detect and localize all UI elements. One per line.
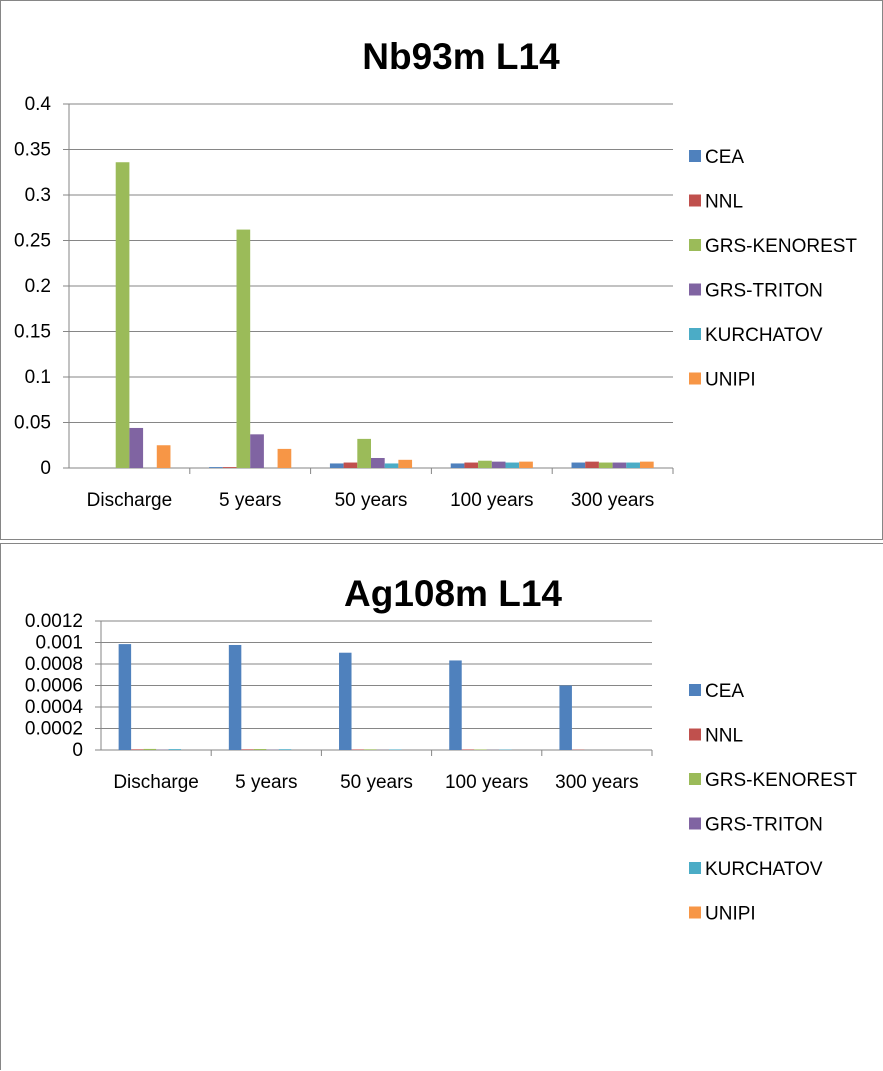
legend-swatch: [689, 907, 701, 919]
legend-swatch: [689, 862, 701, 874]
chart-ag108m-svg: Ag108m L1400.00020.00040.00060.00080.001…: [1, 544, 883, 1071]
bar-cea: [339, 653, 351, 750]
bar-grs-kenorest: [237, 230, 251, 468]
legend-swatch: [689, 195, 701, 207]
y-tick-label: 0.05: [14, 413, 51, 434]
x-tick-label: 100 years: [450, 490, 533, 511]
legend-swatch: [689, 773, 701, 785]
y-tick-label: 0.0012: [25, 611, 83, 632]
bar-cea: [330, 463, 344, 468]
x-tick-label: 5 years: [219, 490, 281, 511]
y-tick-label: 0.1: [25, 367, 51, 388]
legend-label: UNIPI: [705, 370, 756, 391]
x-tick-label: 50 years: [340, 772, 413, 793]
bar-nnl: [464, 463, 478, 468]
bar-grs-triton: [492, 462, 506, 468]
y-tick-label: 0.001: [35, 633, 83, 654]
legend-label: UNIPI: [705, 904, 756, 925]
x-tick-label: Discharge: [113, 772, 199, 793]
bar-kurchatov: [385, 463, 399, 468]
legend-label: NNL: [705, 192, 743, 213]
chart-title: Ag108m L14: [344, 573, 562, 614]
bar-grs-kenorest: [364, 749, 376, 750]
legend-label: GRS-TRITON: [705, 281, 823, 302]
bar-grs-kenorest: [474, 749, 486, 750]
bar-grs-kenorest: [144, 749, 156, 750]
bar-grs-triton: [129, 428, 143, 468]
bar-grs-kenorest: [357, 439, 371, 468]
legend-label: CEA: [705, 681, 744, 702]
y-tick-label: 0.0004: [25, 697, 84, 718]
bar-grs-kenorest: [478, 461, 492, 468]
bar-cea: [229, 645, 241, 750]
x-tick-label: 5 years: [235, 772, 297, 793]
bar-grs-triton: [613, 463, 627, 468]
y-tick-label: 0: [72, 740, 83, 761]
y-tick-label: 0.15: [14, 322, 51, 343]
bar-kurchatov: [389, 749, 401, 750]
x-tick-label: 50 years: [335, 490, 408, 511]
bar-nnl: [131, 749, 143, 750]
bar-grs-kenorest: [116, 162, 130, 468]
legend-label: GRS-KENOREST: [705, 770, 857, 791]
x-tick-label: Discharge: [87, 490, 173, 511]
y-tick-label: 0.0008: [25, 654, 83, 675]
bar-unipi: [278, 449, 292, 468]
bar-kurchatov: [626, 463, 640, 468]
bar-cea: [119, 644, 131, 750]
legend-swatch: [689, 284, 701, 296]
bar-grs-triton: [250, 434, 264, 468]
bar-cea: [209, 467, 223, 468]
chart-title: Nb93m L14: [362, 36, 560, 77]
y-tick-label: 0: [40, 458, 51, 479]
bar-grs-kenorest: [599, 463, 613, 468]
legend-swatch: [689, 150, 701, 162]
chart-panel-nb93m: Nb93m L14 0 0.05 0.1 0.15 0.2 0.25 0.3 0.35 0.4 Di…: [0, 0, 883, 540]
x-tick-label: 100 years: [445, 772, 528, 793]
bar-cea: [572, 463, 586, 468]
bar-cea: [559, 686, 571, 751]
y-tick-label: 0.25: [14, 231, 51, 252]
bar-unipi: [398, 460, 412, 468]
legend-swatch: [689, 818, 701, 830]
legend-swatch: [689, 239, 701, 251]
legend-label: NNL: [705, 726, 743, 747]
bar-unipi: [640, 462, 654, 468]
bar-nnl: [223, 467, 237, 468]
bar-cea: [451, 463, 465, 468]
legend-swatch: [689, 729, 701, 741]
y-tick-label: 0.3: [25, 185, 51, 206]
bar-nnl: [352, 749, 364, 750]
bar-grs-triton: [371, 458, 385, 468]
chart-nb93m-svg: Nb93m L14 0 0.05 0.1 0.15 0.2 0.25 0.3 0.35 0.4 Di…: [1, 1, 883, 541]
bar-nnl: [585, 462, 599, 468]
legend-label: KURCHATOV: [705, 325, 823, 346]
bar-grs-kenorest: [254, 749, 266, 750]
bar-nnl: [344, 463, 358, 468]
y-tick-label: 0.35: [14, 140, 51, 161]
bar-kurchatov: [279, 749, 291, 750]
x-tick-label: 300 years: [555, 772, 638, 793]
y-tick-label: 0.2: [25, 276, 51, 297]
legend-label: GRS-TRITON: [705, 815, 823, 836]
bar-cea: [449, 660, 461, 750]
bar-nnl: [462, 749, 474, 750]
legend-swatch: [689, 684, 701, 696]
legend-label: CEA: [705, 147, 744, 168]
legend-label: GRS-KENOREST: [705, 236, 857, 257]
legend-swatch: [689, 373, 701, 385]
bar-unipi: [519, 462, 533, 468]
legend-swatch: [689, 328, 701, 340]
bar-unipi: [157, 445, 171, 468]
x-tick-label: 300 years: [571, 490, 654, 511]
legend-label: KURCHATOV: [705, 859, 823, 880]
bar-nnl: [241, 749, 253, 750]
y-tick-label: 0.0006: [25, 676, 83, 697]
y-tick-label: 0.4: [25, 94, 52, 115]
bar-kurchatov: [505, 463, 519, 468]
bar-kurchatov: [169, 749, 181, 750]
y-tick-label: 0.0002: [25, 719, 83, 740]
